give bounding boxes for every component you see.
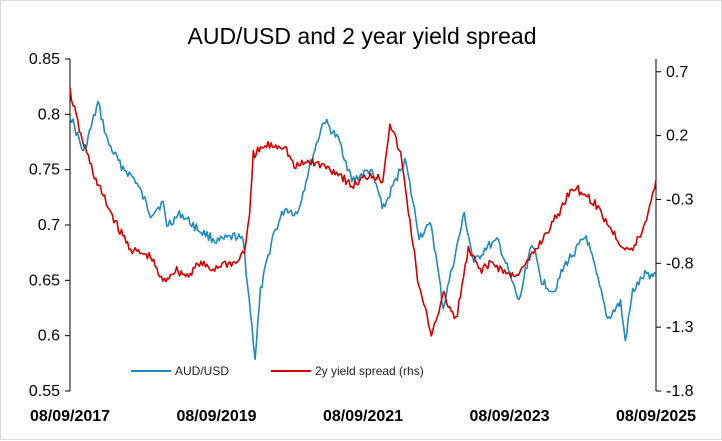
x-tick-label: 08/09/2021 xyxy=(323,408,403,425)
y-left-tick-label: 0.65 xyxy=(29,272,60,289)
chart-title: AUD/USD and 2 year yield spread xyxy=(188,23,537,49)
y-left-tick-label: 0.75 xyxy=(29,162,60,179)
series-line-yield-spread xyxy=(69,87,657,337)
y-left-tick-label: 0.7 xyxy=(38,217,60,234)
legend: AUD/USD 2y yield spread (rhs) xyxy=(131,364,424,378)
x-tick-label: 08/09/2019 xyxy=(176,408,256,425)
y-right-tick-label: -1.3 xyxy=(666,319,694,336)
y-left-tick-label: 0.55 xyxy=(29,383,60,400)
y-left-tick-label: 0.6 xyxy=(38,328,60,345)
y-left-tick-label: 0.8 xyxy=(38,106,60,123)
legend-label-yield-spread: 2y yield spread (rhs) xyxy=(315,364,424,378)
legend-label-audusd: AUD/USD xyxy=(175,364,229,378)
y-right-tick-label: -0.8 xyxy=(666,255,694,272)
series-line-audusd xyxy=(69,100,657,361)
x-tick-label: 08/09/2023 xyxy=(469,408,549,425)
y-right-tick-label: -0.3 xyxy=(666,191,694,208)
y-right-tick-label: -1.8 xyxy=(666,383,694,400)
series-group xyxy=(69,87,657,361)
x-tick-label: 08/09/2025 xyxy=(616,408,696,425)
x-tick-label: 08/09/2017 xyxy=(30,408,110,425)
y-right-tick-label: 0.7 xyxy=(666,64,688,81)
y-left-tick-label: 0.85 xyxy=(29,51,60,68)
axes-group: 0.85 0.8 0.75 0.7 0.65 0.6 0.55 0.7 0.2 -0.3 -0.8 -… xyxy=(29,51,696,425)
y-right-tick-label: 0.2 xyxy=(666,128,688,145)
